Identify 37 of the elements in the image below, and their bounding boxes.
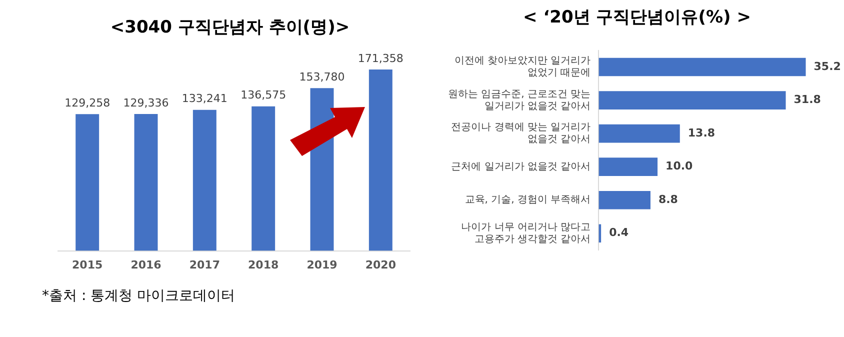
y-tick-label: 근처에 일거리가 없을것 같아서	[451, 161, 591, 172]
y-tick-label: 이전에 찾아보았지만 일거리가 없었기 때문에	[454, 56, 591, 79]
y-tick-label: 교육, 기술, 경험이 부족해서	[464, 194, 591, 206]
bar	[134, 114, 158, 251]
y-tick-label: 전공이나 경력에 맞는 일거리가 없을것 같아서	[451, 122, 591, 146]
data-label: 31.8	[794, 93, 821, 106]
bar	[76, 114, 100, 251]
bar	[368, 70, 392, 251]
bar	[598, 124, 680, 143]
data-label: 133,241	[182, 92, 228, 106]
x-tick-label: 2019	[306, 258, 338, 272]
y-tick-label: 나이가 너무 어리거나 많다고 고용주가 생각할것 같아서	[461, 222, 591, 245]
x-tick-label: 2015	[72, 258, 103, 272]
data-label: 35.2	[814, 60, 841, 73]
bar	[252, 106, 276, 251]
bar	[598, 158, 658, 176]
bar	[192, 110, 216, 251]
data-label: 136,575	[240, 88, 286, 102]
x-tick-label: 2020	[365, 258, 396, 272]
data-label: 10.0	[666, 160, 694, 173]
text: *출처 : 통계청 마이크로데이터	[42, 287, 236, 305]
data-label: 0.4	[609, 226, 629, 240]
chart-title: < ‘20년 구직단념이유(%) >	[523, 8, 751, 28]
data-label: 13.8	[688, 126, 716, 140]
data-label: 8.8	[658, 192, 678, 206]
x-tick-label: 2018	[248, 258, 279, 272]
data-label: 171,358	[358, 52, 404, 65]
data-label: 129,336	[123, 96, 169, 110]
data-label: 129,258	[64, 96, 110, 110]
chart-title: <3040 구직단념자 추이(명)>	[110, 18, 350, 38]
bar	[598, 58, 806, 76]
y-tick-label: 원하는 임금수준, 근로조건 맞는 일거리가 없을것 같아서	[448, 88, 591, 112]
bar	[598, 91, 786, 110]
x-tick-label: 2016	[130, 258, 162, 272]
bar	[598, 190, 650, 210]
x-tick-label: 2017	[189, 258, 220, 272]
data-label: 153,780	[299, 70, 345, 84]
